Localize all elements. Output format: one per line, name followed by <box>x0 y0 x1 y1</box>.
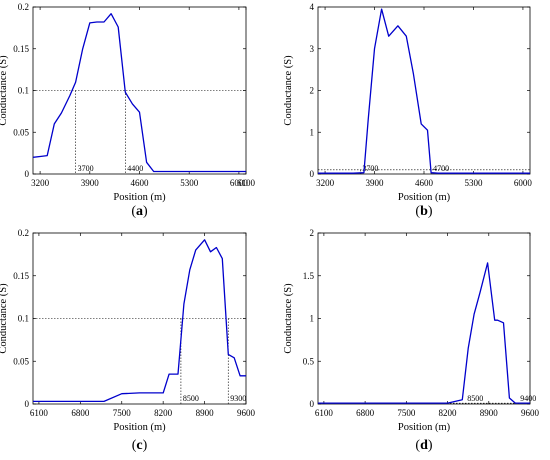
x-axis-label: Position (m) <box>113 422 166 433</box>
x-tick-label: 7500 <box>113 408 132 418</box>
y-tick-label: 0 <box>310 399 315 409</box>
y-tick-label: 0.5 <box>303 356 315 366</box>
panel-caption: (b) <box>415 204 432 219</box>
y-tick-label: 0.15 <box>13 44 29 54</box>
y-axis-label: Conductance (S) <box>0 55 9 126</box>
x-tick-label: 9600 <box>237 408 256 418</box>
marker-label: 4700 <box>433 164 449 173</box>
chart-panel-2: 0 1 2 3 4 3200 3900 4600 5300 6000 Position (m) Con… <box>283 2 532 219</box>
series-line <box>32 13 246 173</box>
x-tick-label: 3900 <box>366 178 385 188</box>
x-tick-label: 3900 <box>81 178 100 188</box>
y-tick-label: 1.5 <box>303 271 315 281</box>
y-tick-label: 1 <box>310 314 315 324</box>
x-axis-label: Position (m) <box>113 192 166 203</box>
y-tick-label: 0.15 <box>13 271 29 281</box>
series-line <box>33 239 246 403</box>
x-tick-label: 4600 <box>415 178 434 188</box>
x-tick-label: 6800 <box>356 408 375 418</box>
x-axis-label: Position (m) <box>398 192 451 203</box>
y-tick-label: 0.1 <box>18 314 29 324</box>
y-axis-label: Conductance (S) <box>0 283 9 354</box>
marker-label: 3700 <box>78 164 94 173</box>
y-tick-label: 2 <box>310 228 315 238</box>
marker-label: 8500 <box>183 394 199 403</box>
marker-label: 8500 <box>467 394 483 403</box>
chart-panel-3: 0 0.05 0.1 0.15 0.2 6100 6800 7500 8200 8900 9600 P… <box>0 228 256 453</box>
marker-label: 9300 <box>230 394 246 403</box>
x-tick-label: 8200 <box>154 408 173 418</box>
y-tick-label: 0 <box>25 169 30 179</box>
y-tick-label: 0.05 <box>13 356 29 366</box>
x-tick-label: 5300 <box>180 178 199 188</box>
x-tick-label: 6000 <box>514 178 533 188</box>
y-tick-label: 0.05 <box>13 127 29 137</box>
x-tick-label: 4600 <box>131 178 150 188</box>
y-tick-label: 4 <box>310 2 315 12</box>
y-tick-label: 0 <box>310 169 315 179</box>
x-tick-label: 6100 <box>237 178 256 188</box>
chart-panel-4: 0 0.5 1 1.5 2 6100 6800 7500 8200 8900 9600 Positio… <box>283 228 540 453</box>
series-line <box>318 262 530 404</box>
x-tick-label: 3200 <box>316 178 335 188</box>
y-tick-label: 0.1 <box>18 86 29 96</box>
series-line <box>318 8 530 174</box>
x-axis-label: Position (m) <box>398 422 451 433</box>
panel-caption: (a) <box>131 204 148 219</box>
x-tick-label: 7500 <box>397 408 416 418</box>
x-tick-label: 8200 <box>439 408 458 418</box>
panel-caption: (c) <box>132 438 148 453</box>
x-tick-label: 8900 <box>480 408 499 418</box>
x-tick-label: 6100 <box>30 408 49 418</box>
y-tick-label: 1 <box>310 127 315 137</box>
x-tick-label: 6100 <box>315 408 334 418</box>
x-tick-label: 6800 <box>71 408 90 418</box>
y-axis-label: Conductance (S) <box>283 283 294 354</box>
y-axis-label: Conductance (S) <box>283 55 294 126</box>
x-tick-label: 8900 <box>196 408 215 418</box>
marker-label: 9400 <box>520 394 536 403</box>
marker-label: 3700 <box>362 164 378 173</box>
y-tick-label: 0 <box>25 399 30 409</box>
x-tick-label: 6000 <box>230 178 249 188</box>
marker-label: 4400 <box>127 164 143 173</box>
x-tick-label: 9600 <box>521 408 540 418</box>
plot-frame <box>317 232 531 405</box>
y-tick-label: 0.2 <box>18 2 29 12</box>
y-tick-label: 3 <box>310 44 315 54</box>
y-tick-label: 2 <box>310 86 315 96</box>
panel-caption: (d) <box>415 438 432 453</box>
plot-frame <box>317 6 531 175</box>
x-tick-label: 5300 <box>464 178 483 188</box>
x-tick-label: 3200 <box>31 178 50 188</box>
y-tick-label: 0.2 <box>18 228 29 238</box>
